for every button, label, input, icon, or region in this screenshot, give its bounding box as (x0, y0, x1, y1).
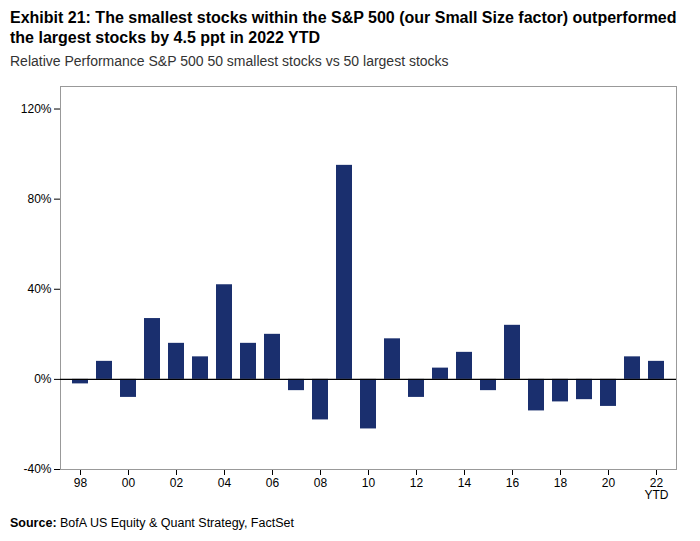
svg-text:06: 06 (266, 476, 280, 490)
svg-text:16: 16 (506, 476, 520, 490)
svg-text:80%: 80% (27, 192, 51, 206)
html-text:Source: BofA US Equity & Quant: Source: BofA US Equity & Quant Strategy,… (10, 516, 294, 531)
svg-text:00: 00 (122, 476, 136, 490)
svg-text:18: 18 (554, 476, 568, 490)
svg-text:08: 08 (314, 476, 328, 490)
svg-text:98: 98 (74, 476, 88, 490)
svg-text:12: 12 (410, 476, 424, 490)
svg-text:-40%: -40% (23, 463, 51, 477)
svg-text:14: 14 (458, 476, 472, 490)
html-text:Exhibit 21: The smallest stock: Exhibit 21: The smallest stocks within t… (10, 9, 677, 46)
svg-text:20: 20 (602, 476, 616, 490)
svg-text:04: 04 (218, 476, 232, 490)
svg-text:02: 02 (170, 476, 184, 490)
html-text:Relative Performance S&P 500 5: Relative Performance S&P 500 50 smallest… (10, 53, 449, 69)
svg-text:40%: 40% (27, 282, 51, 296)
svg-text:22YTD: 22YTD (645, 476, 669, 502)
svg-text:0%: 0% (34, 372, 52, 386)
svg-text:10: 10 (362, 476, 376, 490)
svg-text:120%: 120% (21, 102, 52, 116)
